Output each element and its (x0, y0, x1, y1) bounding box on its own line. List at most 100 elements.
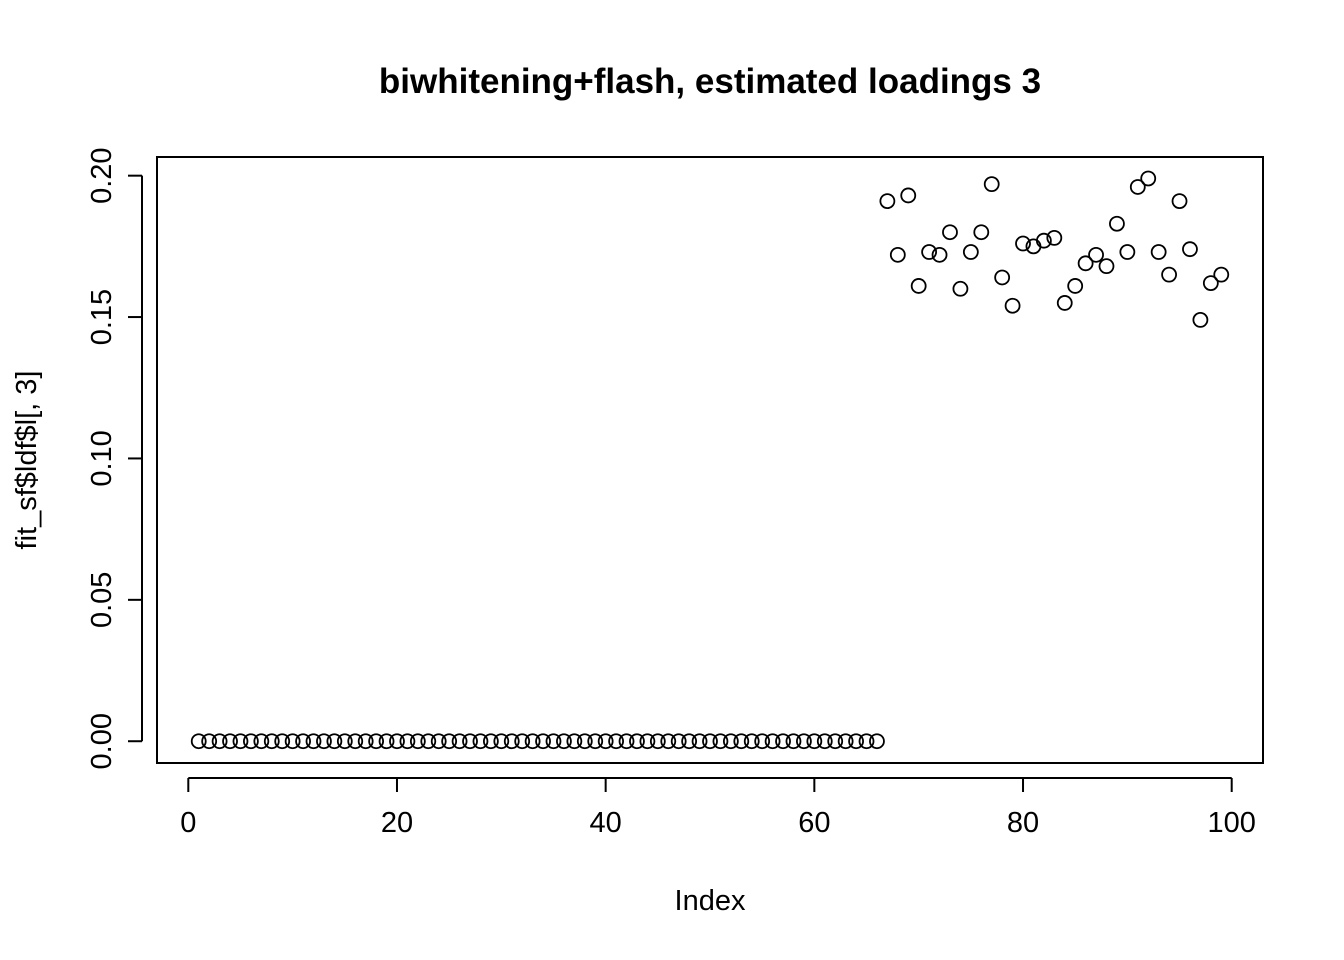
data-point (535, 733, 551, 750)
data-point (962, 244, 979, 260)
data-point (420, 733, 437, 750)
data-point (201, 733, 218, 750)
x-axis-label: Index (675, 885, 746, 917)
data-point (618, 733, 635, 750)
data-point (1035, 232, 1052, 249)
data-point (994, 269, 1011, 286)
data-point (764, 733, 781, 750)
y-tick-label: 0.20 (86, 147, 118, 203)
data-point (1140, 170, 1157, 187)
data-point (858, 733, 875, 750)
data-point (1161, 266, 1177, 283)
data-point (660, 733, 677, 750)
data-point (357, 733, 374, 750)
data-point (316, 733, 332, 750)
data-point (1129, 179, 1146, 195)
data-point (326, 733, 343, 750)
data-point (409, 733, 426, 750)
data-point (232, 733, 249, 750)
x-tick-label: 0 (180, 807, 196, 839)
data-point (1171, 193, 1188, 210)
data-point (1182, 241, 1198, 258)
data-point (597, 733, 614, 750)
data-point (1015, 235, 1031, 252)
data-point (952, 280, 969, 297)
y-tick-label: 0.05 (86, 572, 118, 628)
data-point (1192, 311, 1209, 328)
data-point (1109, 215, 1125, 232)
data-point (983, 176, 1000, 193)
data-point (378, 733, 395, 750)
data-point (222, 733, 238, 750)
data-point (347, 733, 364, 750)
y-tick-label: 0.00 (86, 713, 118, 769)
data-point (879, 193, 896, 210)
data-point (973, 224, 990, 241)
data-point (389, 733, 405, 750)
data-point (837, 733, 854, 750)
plot-frame (156, 156, 1264, 764)
x-tick-label: 40 (590, 807, 622, 839)
data-point (712, 733, 729, 750)
data-point (274, 733, 291, 750)
chart-title: biwhitening+flash, estimated loadings 3 (379, 62, 1041, 101)
data-point (921, 244, 938, 260)
data-point (722, 733, 739, 750)
data-point (1119, 244, 1136, 260)
data-point (1202, 275, 1219, 292)
data-point (1088, 246, 1104, 263)
data-point (942, 224, 958, 241)
data-point (576, 733, 593, 750)
x-tick-label: 60 (798, 807, 830, 839)
data-point (243, 733, 259, 750)
data-point (827, 733, 844, 750)
data-point (211, 733, 228, 750)
data-point (806, 733, 823, 750)
y-tick-label: 0.10 (86, 430, 118, 486)
data-point (587, 733, 604, 750)
data-point (1067, 278, 1084, 294)
data-point (931, 246, 948, 263)
data-point (639, 733, 656, 750)
data-point (702, 733, 718, 750)
data-point (441, 733, 458, 750)
data-point (190, 733, 207, 750)
data-points (190, 170, 1230, 750)
data-point (472, 733, 489, 750)
data-point (1213, 266, 1230, 283)
data-point (681, 733, 698, 750)
data-point (368, 733, 385, 750)
data-point (1046, 229, 1063, 246)
data-point (649, 733, 666, 750)
data-point (336, 733, 353, 750)
data-point (482, 733, 499, 750)
x-axis: 0 20 40 60 80 100 (180, 777, 1256, 839)
data-point (816, 733, 833, 750)
data-point (524, 733, 541, 750)
data-point (796, 733, 812, 750)
data-point (1004, 297, 1021, 314)
y-axis: 0.00 0.05 0.10 0.15 0.20 (86, 147, 143, 769)
data-point (629, 733, 645, 750)
x-tick-label: 80 (1007, 807, 1039, 839)
data-point (1077, 255, 1094, 272)
data-point (514, 733, 531, 750)
data-point (608, 733, 624, 750)
data-point (1150, 244, 1167, 260)
data-point (733, 733, 750, 750)
data-point (743, 733, 760, 750)
data-point (556, 733, 572, 750)
data-point (295, 733, 311, 750)
data-point (493, 733, 510, 750)
data-point (1098, 258, 1115, 275)
x-tick-label: 20 (381, 807, 413, 839)
data-point (305, 733, 322, 750)
y-tick-label: 0.15 (86, 289, 118, 345)
data-point (670, 733, 687, 750)
data-point (430, 733, 447, 750)
data-point (900, 187, 917, 204)
data-point (889, 246, 906, 263)
data-point (1056, 295, 1073, 311)
data-point (691, 733, 708, 750)
data-point (869, 733, 885, 750)
